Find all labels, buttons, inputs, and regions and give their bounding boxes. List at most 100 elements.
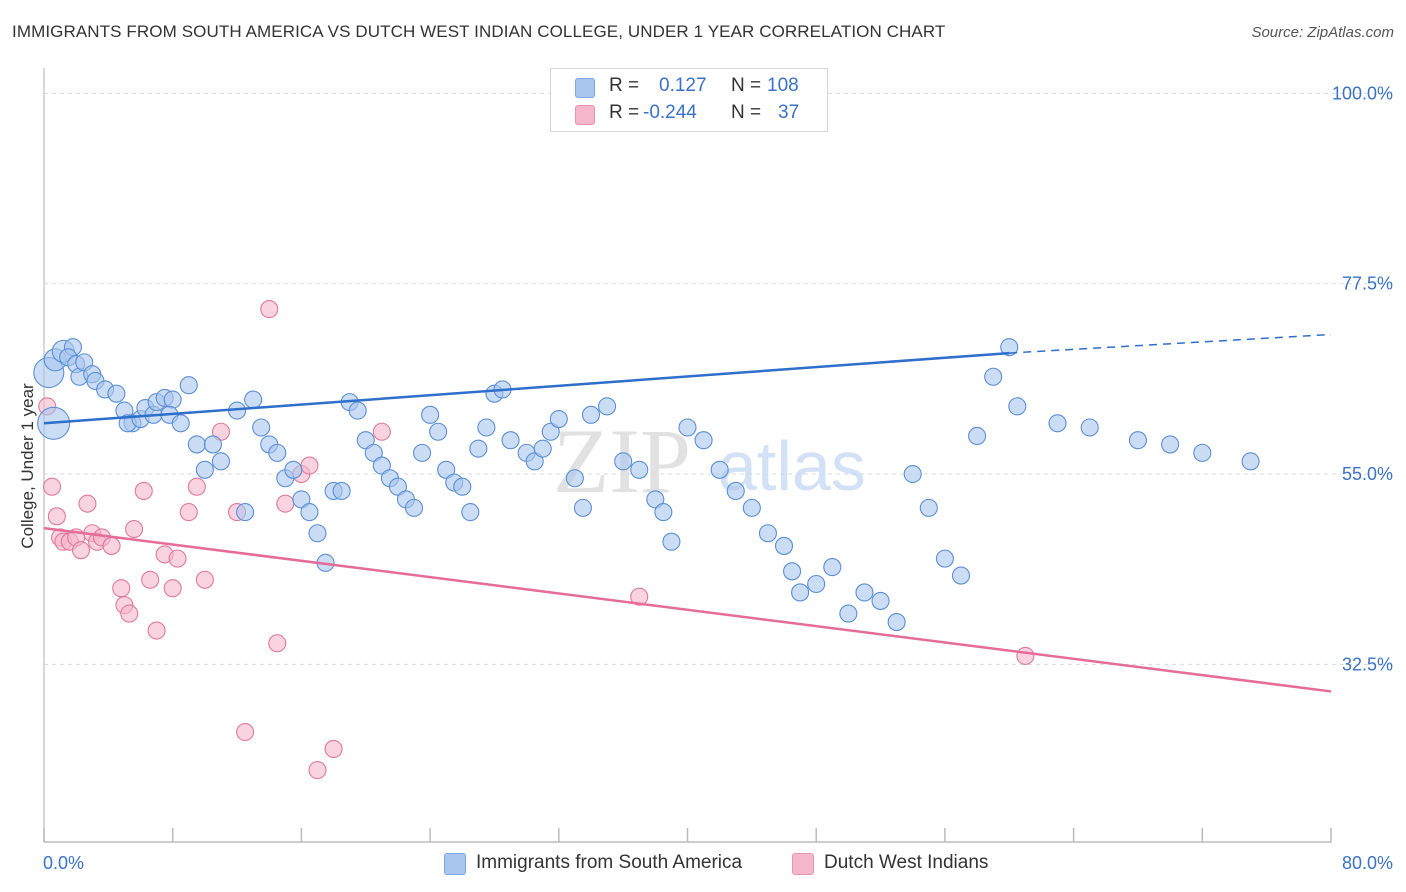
pink-series-points xyxy=(38,300,1035,780)
data-point xyxy=(1193,443,1212,462)
data-point xyxy=(236,722,255,742)
trend-line-blue-extension xyxy=(1009,333,1332,354)
data-point xyxy=(968,426,987,446)
data-point xyxy=(646,490,665,509)
legend-n-label: N = xyxy=(731,75,762,96)
data-point xyxy=(236,503,255,522)
y-tick-label: 32.5% xyxy=(1342,654,1393,674)
data-point xyxy=(71,541,91,560)
legend-n-value: 108 xyxy=(767,75,799,96)
data-point xyxy=(211,452,231,471)
data-point xyxy=(187,435,206,454)
data-point xyxy=(276,494,295,513)
data-point xyxy=(252,418,271,437)
data-point xyxy=(581,405,601,424)
data-point xyxy=(919,498,938,517)
data-point xyxy=(1048,414,1067,433)
data-point xyxy=(141,570,160,589)
trend-line-blue xyxy=(43,351,1010,425)
data-point xyxy=(284,460,303,479)
data-point xyxy=(710,460,729,479)
data-point xyxy=(421,405,440,424)
data-point xyxy=(662,532,681,551)
data-point xyxy=(163,579,182,598)
data-point xyxy=(839,604,858,623)
data-point xyxy=(292,490,311,509)
data-point xyxy=(469,439,488,458)
data-point xyxy=(774,536,794,555)
data-point xyxy=(187,477,206,496)
data-point xyxy=(356,431,375,450)
legend-r-value: -0.244 xyxy=(643,102,697,123)
data-point xyxy=(525,452,544,471)
data-point xyxy=(260,300,279,319)
data-point xyxy=(1128,431,1147,450)
data-point xyxy=(300,456,319,475)
data-point xyxy=(1161,435,1180,454)
grid-lines xyxy=(44,92,1393,665)
data-point xyxy=(477,418,496,437)
data-point xyxy=(125,519,144,539)
data-point xyxy=(413,443,432,462)
data-point xyxy=(372,422,391,441)
data-point xyxy=(533,439,552,458)
data-point xyxy=(324,739,343,759)
data-point xyxy=(565,469,584,488)
data-point xyxy=(348,401,367,420)
data-point xyxy=(437,460,456,479)
source-credit: Source: ZipAtlas.com xyxy=(1251,24,1394,41)
data-point xyxy=(887,613,906,632)
trend-lines xyxy=(43,333,1332,693)
legend-n-value: 37 xyxy=(778,102,800,123)
data-point xyxy=(203,435,222,454)
data-point xyxy=(935,549,954,568)
data-point xyxy=(501,431,520,450)
data-point xyxy=(388,477,407,496)
data-point xyxy=(195,570,214,589)
data-point xyxy=(364,443,383,462)
data-point xyxy=(951,566,971,585)
data-point xyxy=(855,583,874,602)
data-point xyxy=(630,587,649,606)
data-point xyxy=(120,604,139,623)
y-tick-labels: 100.0% 77.5% 55.0% 32.5% xyxy=(1332,83,1393,674)
data-point xyxy=(171,414,190,433)
data-point xyxy=(268,443,287,462)
data-point xyxy=(678,418,697,437)
watermark: ZIP atlas xyxy=(553,410,866,512)
legend-r-label: R = xyxy=(609,75,640,96)
data-point xyxy=(107,384,126,403)
data-point xyxy=(984,367,1003,386)
data-point xyxy=(163,390,182,409)
x-tick-label-end: 80.0% xyxy=(1342,853,1393,873)
data-point xyxy=(726,481,745,501)
data-point xyxy=(903,464,922,484)
data-point xyxy=(1008,397,1027,416)
legend-n-label: N = xyxy=(731,102,762,123)
data-point xyxy=(614,452,633,471)
data-point xyxy=(179,503,198,522)
data-point xyxy=(134,481,153,501)
y-tick-label: 55.0% xyxy=(1342,464,1393,484)
trend-line-pink xyxy=(43,526,1332,693)
data-point xyxy=(102,536,121,555)
data-point xyxy=(195,460,214,479)
x-tick-label-start: 0.0% xyxy=(43,853,84,873)
data-point xyxy=(453,477,472,496)
data-point xyxy=(404,498,424,517)
data-point xyxy=(179,376,198,395)
legend-swatch-blue xyxy=(575,78,595,98)
data-point xyxy=(268,634,287,653)
data-point xyxy=(783,562,802,581)
series-swatch-pink xyxy=(792,853,814,875)
data-point xyxy=(742,498,761,517)
data-point xyxy=(147,621,166,640)
data-point xyxy=(244,390,263,409)
data-point xyxy=(308,524,327,543)
y-tick-label: 100.0% xyxy=(1332,83,1393,103)
legend-r-label: R = xyxy=(609,102,640,123)
data-point xyxy=(211,422,231,441)
data-point xyxy=(300,503,319,522)
data-point xyxy=(461,503,480,522)
